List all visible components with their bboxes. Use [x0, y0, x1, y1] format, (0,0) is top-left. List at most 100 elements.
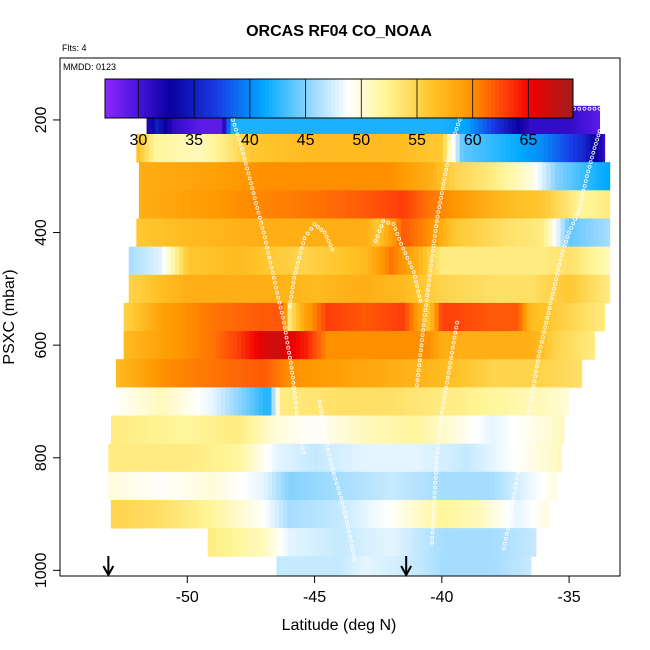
heatmap-cell — [371, 499, 376, 529]
heatmap-cell — [326, 359, 331, 388]
heatmap-cell — [254, 246, 260, 276]
heatmap-cell — [274, 499, 280, 529]
track-marker — [451, 340, 456, 345]
heatmap-cell — [439, 246, 445, 276]
heatmap-cell — [199, 331, 204, 360]
heatmap-cell — [536, 387, 541, 416]
heatmap-cell — [337, 499, 343, 529]
heatmap-cell — [548, 359, 554, 388]
colorbar-swatch — [358, 79, 363, 118]
heatmap-cell — [531, 331, 536, 360]
heatmap-cell — [473, 359, 478, 388]
heatmap-cell — [178, 331, 183, 360]
heatmap-cell — [371, 415, 376, 445]
heatmap-cell — [501, 415, 507, 445]
colorbar-swatch — [534, 79, 539, 118]
heatmap-cell — [548, 387, 554, 416]
heatmap-cell — [469, 443, 475, 473]
heatmap-cell — [493, 499, 498, 529]
track-marker — [432, 495, 437, 500]
heatmap-cell — [531, 359, 537, 388]
track-marker — [291, 380, 296, 385]
heatmap-cell — [119, 499, 124, 529]
track-marker — [439, 415, 444, 420]
heatmap-cell — [484, 415, 490, 445]
heatmap-cell — [272, 105, 278, 135]
heatmap-cell — [270, 134, 276, 163]
heatmap-cell — [278, 499, 284, 529]
heatmap-cell — [498, 556, 504, 576]
heatmap-cell — [277, 190, 283, 219]
heatmap-cell — [351, 274, 356, 304]
heatmap-cell — [490, 105, 496, 135]
heatmap-cell — [268, 105, 273, 135]
heatmap-cell — [316, 415, 322, 445]
heatmap-cell — [136, 499, 141, 529]
heatmap-cell — [571, 190, 577, 219]
heatmap-cell — [174, 246, 180, 276]
heatmap-cell — [343, 105, 349, 135]
heatmap-cell — [248, 162, 253, 191]
track-marker — [577, 208, 582, 212]
heatmap-cell — [278, 415, 284, 445]
heatmap-cell — [210, 190, 215, 219]
heatmap-cell — [359, 359, 365, 388]
heatmap-cell — [162, 443, 168, 473]
heatmap-cell — [456, 359, 461, 388]
heatmap-cell — [241, 415, 246, 445]
heatmap-cell — [447, 528, 452, 557]
heatmap-cell — [549, 105, 555, 135]
heatmap-cell — [540, 387, 545, 416]
heatmap-cell — [215, 499, 221, 529]
heatmap-cell — [157, 331, 162, 360]
heatmap-cell — [386, 162, 392, 191]
heatmap-cell — [439, 274, 445, 304]
flight-track — [501, 129, 602, 551]
track-marker — [539, 339, 544, 344]
track-marker — [433, 229, 438, 234]
heatmap-cell — [132, 302, 137, 332]
heatmap-cell — [287, 302, 293, 332]
heatmap-cell — [205, 105, 210, 135]
track-marker — [456, 122, 461, 127]
colorbar-swatch — [303, 79, 309, 118]
heatmap-cell — [224, 134, 230, 163]
heatmap-cell — [237, 387, 243, 416]
heatmap-cell — [242, 246, 247, 276]
colorbar-swatch — [354, 79, 359, 118]
heatmap-cell — [447, 387, 453, 416]
heatmap-cell — [327, 190, 333, 219]
heatmap-cell — [158, 443, 164, 473]
heatmap-cell — [186, 331, 192, 360]
heatmap-cell — [281, 162, 287, 191]
heatmap-cell — [524, 105, 530, 135]
heatmap-cell — [149, 359, 155, 388]
heatmap-layer — [108, 105, 611, 576]
heatmap-cell — [145, 359, 150, 388]
heatmap-cell — [565, 387, 570, 416]
heatmap-cell — [472, 499, 477, 529]
heatmap-cell — [552, 302, 557, 332]
heatmap-cell — [322, 443, 328, 473]
heatmap-cell — [159, 105, 164, 135]
heatmap-cell — [274, 331, 280, 360]
heatmap-cell — [146, 443, 151, 473]
track-marker — [429, 263, 433, 268]
track-marker — [330, 247, 335, 252]
track-marker — [295, 415, 300, 420]
track-marker — [235, 132, 240, 137]
heatmap-cell — [599, 246, 604, 276]
heatmap-cell — [207, 528, 213, 557]
flights-label: Flts: 4 — [62, 43, 87, 53]
heatmap-cell — [220, 528, 225, 557]
heatmap-cell — [524, 556, 529, 576]
heatmap-cell — [260, 162, 266, 191]
heatmap-cell — [355, 274, 361, 304]
heatmap-cell — [413, 134, 419, 163]
heatmap-cell — [468, 302, 473, 332]
heatmap-cell — [489, 274, 495, 304]
heatmap-cell — [368, 443, 374, 473]
heatmap-cell — [456, 443, 462, 473]
heatmap-cell — [531, 246, 537, 276]
heatmap-cell — [587, 105, 593, 135]
